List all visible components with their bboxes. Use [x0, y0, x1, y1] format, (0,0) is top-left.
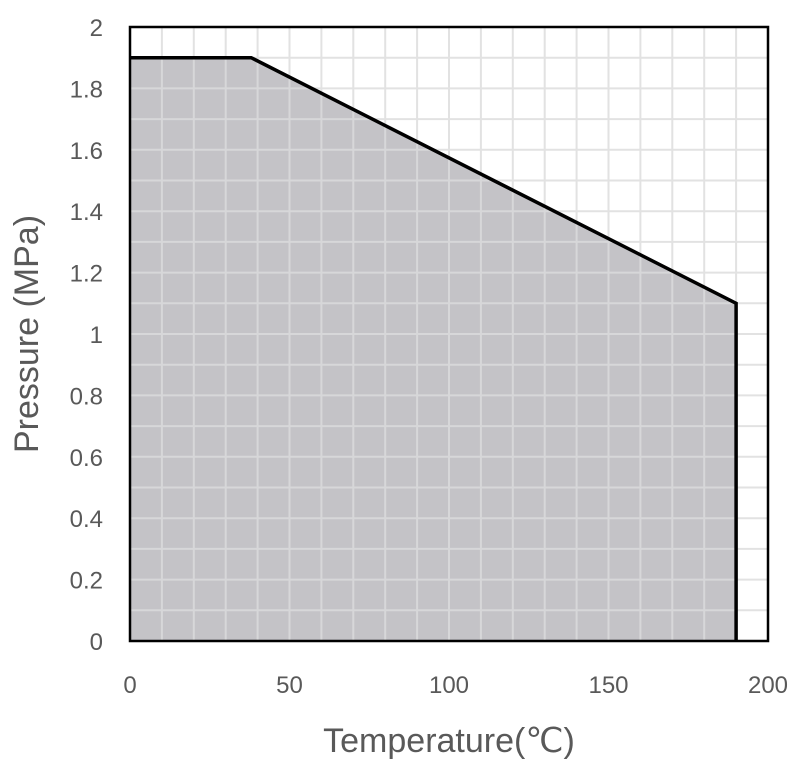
x-tick-label: 0: [123, 672, 136, 699]
y-tick-label: 2: [90, 15, 103, 42]
y-tick-label: 1.2: [70, 261, 103, 288]
y-axis-title: Pressure (MPa): [8, 215, 46, 453]
y-tick-label: 0.6: [70, 445, 103, 472]
x-tick-label: 200: [748, 672, 788, 699]
x-axis-title: Temperature(℃): [323, 722, 575, 760]
y-tick-label: 1: [90, 322, 103, 349]
y-tick-label: 1.6: [70, 138, 103, 165]
x-axis-tick-labels: 0 50 100 150 200: [123, 672, 788, 699]
pressure-limit-line: [130, 55, 738, 641]
y-tick-label: 1.8: [70, 76, 103, 103]
y-axis-tick-labels: 0 0.2 0.4 0.6 0.8 1 1.2 1.4 1.6 1.8 2: [70, 15, 103, 656]
plot-frame: [128, 25, 770, 643]
y-tick-label: 0: [90, 629, 103, 656]
y-tick-label: 0.2: [70, 568, 103, 595]
x-tick-label: 150: [588, 672, 628, 699]
y-tick-label: 1.4: [70, 199, 103, 226]
x-tick-label: 100: [429, 672, 469, 699]
y-tick-label: 0.4: [70, 506, 103, 533]
x-tick-label: 50: [276, 672, 303, 699]
operating-area-fill: [130, 57, 737, 641]
y-tick-label: 0.8: [70, 383, 103, 410]
